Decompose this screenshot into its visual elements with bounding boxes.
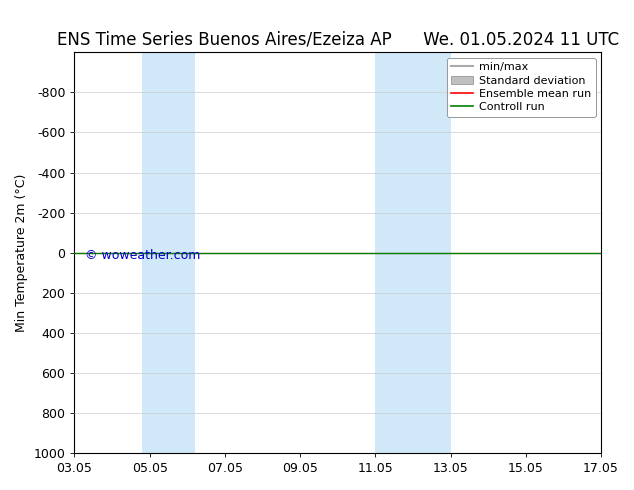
Bar: [375, 52, 451, 453]
Legend: min/max, Standard deviation, Ensemble mean run, Controll run: min/max, Standard deviation, Ensemble me…: [446, 58, 595, 117]
Title: ENS Time Series Buenos Aires/Ezeiza AP      We. 01.05.2024 11 UTC: ENS Time Series Buenos Aires/Ezeiza AP W…: [56, 30, 619, 48]
Y-axis label: Min Temperature 2m (°C): Min Temperature 2m (°C): [15, 173, 28, 332]
Text: © woweather.com: © woweather.com: [85, 248, 200, 262]
Bar: [142, 52, 195, 453]
